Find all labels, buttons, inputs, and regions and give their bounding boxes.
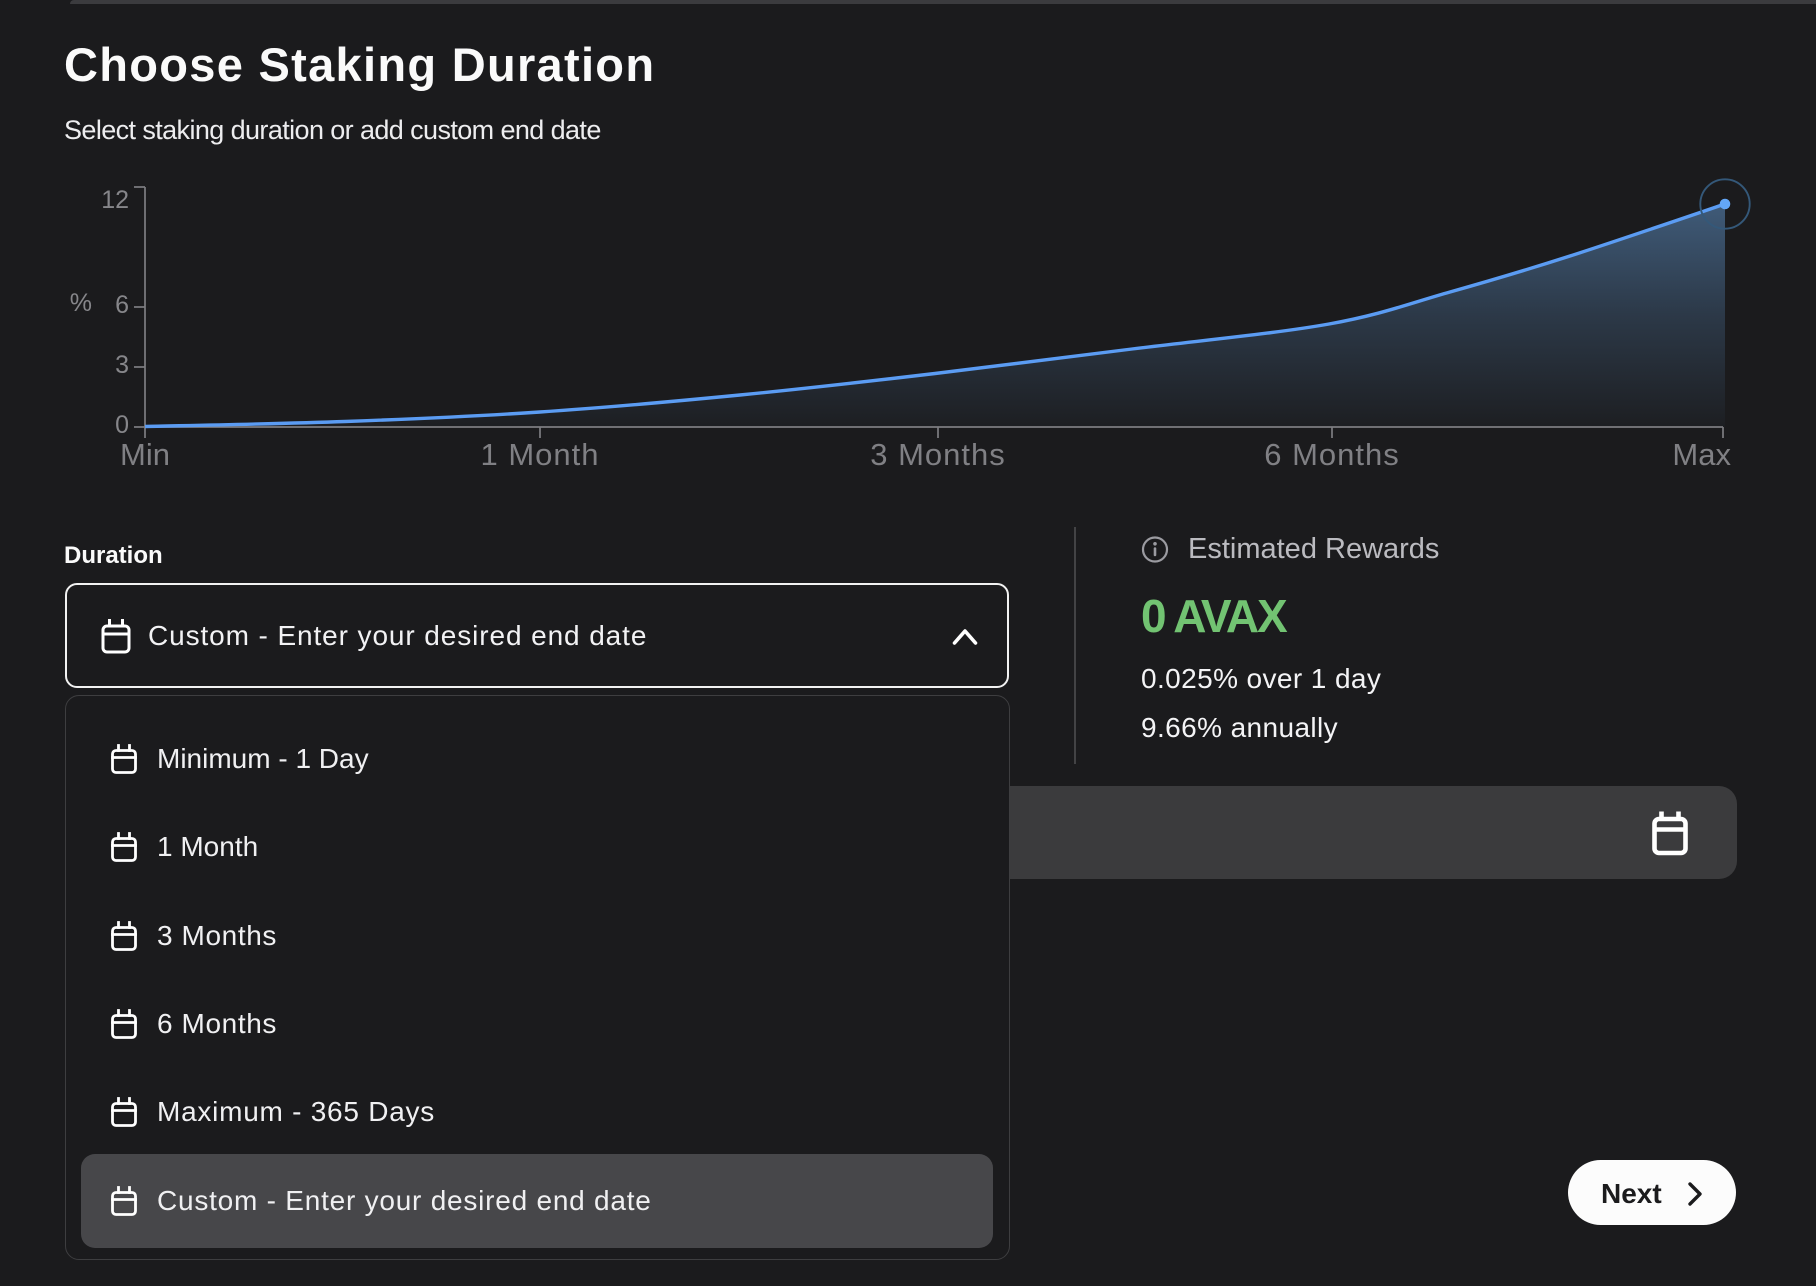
- svg-text:6 Months: 6 Months: [1264, 437, 1400, 472]
- svg-text:%: %: [70, 289, 92, 317]
- svg-text:3 Months: 3 Months: [870, 437, 1006, 472]
- svg-text:Max: Max: [1672, 437, 1731, 472]
- svg-text:6: 6: [115, 291, 129, 319]
- svg-text:12: 12: [101, 186, 129, 214]
- svg-text:Min: Min: [120, 437, 170, 472]
- svg-text:3: 3: [115, 351, 129, 379]
- svg-text:0: 0: [115, 411, 129, 439]
- svg-text:1 Month: 1 Month: [480, 437, 599, 472]
